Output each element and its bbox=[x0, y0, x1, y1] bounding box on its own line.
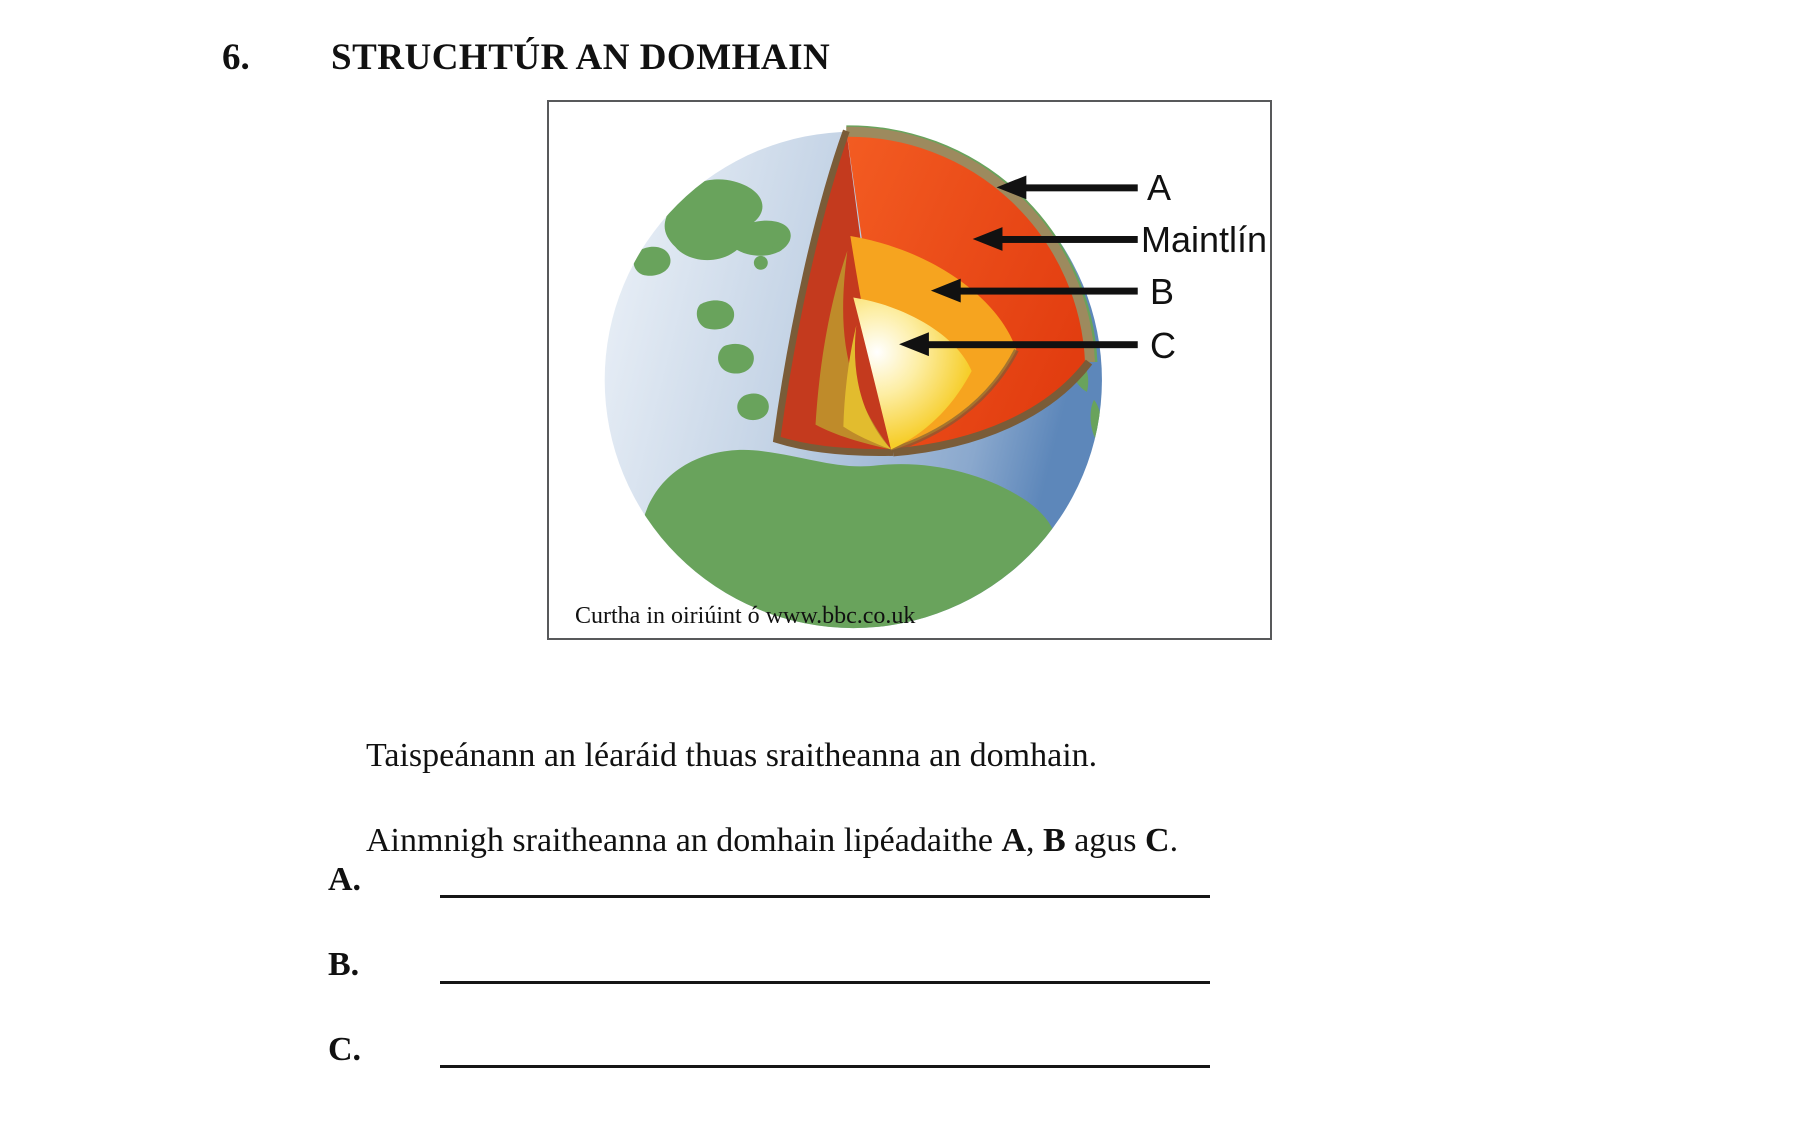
answer-blank-b[interactable] bbox=[440, 981, 1210, 984]
arrow-b bbox=[930, 278, 1138, 303]
crust-rim bbox=[846, 126, 1095, 363]
figure-caption: Curtha in oiriúint ó www.bbc.co.uk bbox=[575, 603, 916, 629]
arrow-a bbox=[996, 175, 1138, 200]
layer-label-mantle: Maintlín bbox=[1141, 219, 1268, 260]
layer-label-c: C bbox=[1150, 325, 1176, 366]
layer-label-b: B bbox=[1150, 271, 1175, 312]
instruction-text-1: Ainmnigh sraitheanna an domhain lipéadai… bbox=[366, 822, 1002, 859]
answer-label-a: A. bbox=[328, 861, 362, 898]
instruction-bold-c: C bbox=[1145, 822, 1170, 859]
layer-label-a: A bbox=[1147, 167, 1172, 208]
paragraph-intro-text: Taispeánann an léaráid thuas sraitheanna… bbox=[366, 737, 1098, 774]
mantle-cut-face bbox=[776, 130, 894, 453]
cut-left-rim bbox=[772, 129, 894, 457]
answer-blank-c[interactable] bbox=[440, 1065, 1210, 1068]
earth-cutaway-illustration bbox=[604, 125, 1138, 629]
continents bbox=[633, 179, 1102, 629]
paragraph-instruction: Ainmnigh sraitheanna an domhain lipéadai… bbox=[332, 784, 1178, 898]
outer-core-cut-face bbox=[815, 250, 892, 450]
page-title: STRUCHTÚR AN DOMHAIN bbox=[331, 37, 831, 78]
instruction-text-4: . bbox=[1169, 822, 1179, 859]
instruction-text-3: agus bbox=[1065, 822, 1146, 859]
answer-blank-a[interactable] bbox=[440, 895, 1210, 898]
arrow-mantle bbox=[972, 227, 1138, 251]
paragraph-intro: Taispeánann an léaráid thuas sraitheanna… bbox=[332, 699, 1097, 813]
answer-label-c: C. bbox=[328, 1031, 362, 1068]
answer-label-b: B. bbox=[328, 946, 360, 983]
label-arrows bbox=[899, 175, 1138, 357]
cut-bottom-rim bbox=[892, 359, 1093, 457]
question-number: 6. bbox=[222, 37, 250, 78]
arrow-c bbox=[899, 332, 1138, 357]
instruction-bold-b: B bbox=[1043, 822, 1066, 859]
inner-core-surface bbox=[853, 297, 972, 450]
inner-core-cut-face bbox=[843, 325, 892, 450]
outer-core-rim bbox=[890, 349, 1019, 453]
earth-figure-box: A Maintlín B C Curtha in oiriúint ó www.… bbox=[547, 100, 1272, 640]
instruction-text-2: , bbox=[1026, 822, 1043, 859]
instruction-bold-a: A bbox=[1001, 822, 1026, 859]
